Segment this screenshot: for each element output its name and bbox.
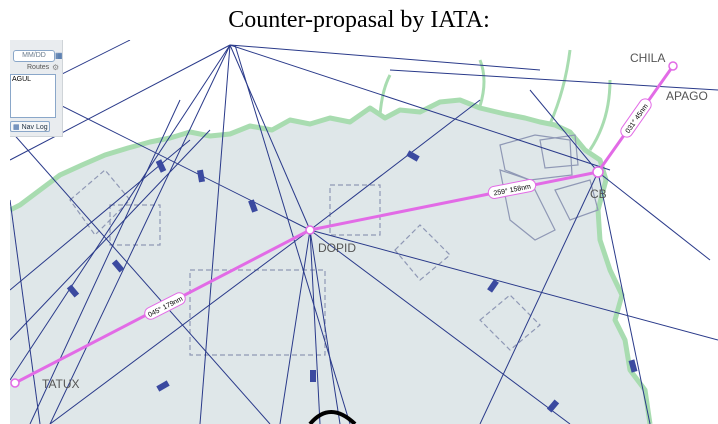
waypoint-marker-dopid (306, 226, 314, 234)
page-title: Counter-propasal by IATA: (0, 0, 718, 40)
table-icon: ▦ (13, 124, 20, 131)
waypoint-marker-tatux (11, 379, 19, 387)
aeronautical-chart[interactable]: 045° 179nm 259° 158nm 031° 45nm CHILA AP… (10, 40, 718, 424)
routes-label: Routes (27, 64, 49, 71)
route-panel: MM/DD ▦ Routes ⚙ AGUL ▦ Nav Log (10, 40, 63, 137)
route-input[interactable]: AGUL (10, 74, 56, 118)
airway-label (310, 370, 316, 382)
nav-log-button[interactable]: ▦ Nav Log (10, 121, 50, 132)
waypoint-marker-apago (669, 62, 677, 70)
waypoint-label-chila: CHILA (630, 51, 665, 65)
waypoint-label-apago: APAGO (666, 89, 708, 103)
nav-log-label: Nav Log (22, 124, 48, 131)
waypoint-label-dopid: DOPID (318, 241, 356, 255)
waypoint-label-tatux: TATUX (42, 377, 80, 391)
calendar-icon[interactable]: ▦ (55, 51, 63, 60)
gear-icon[interactable]: ⚙ (52, 63, 59, 72)
waypoint-label-cb: CB (590, 187, 607, 201)
waypoint-marker-cb (593, 167, 603, 177)
chart-canvas[interactable]: 045° 179nm 259° 158nm 031° 45nm CHILA AP… (10, 40, 718, 424)
date-field[interactable]: MM/DD (13, 50, 55, 62)
